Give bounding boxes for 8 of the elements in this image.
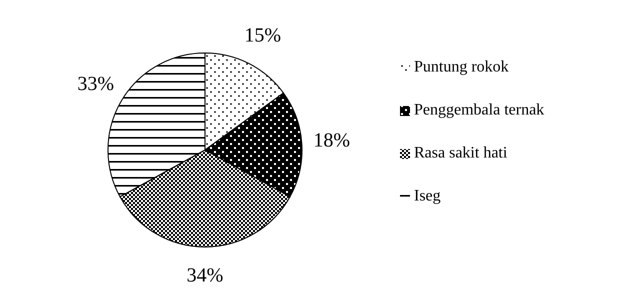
data-label: 33% — [77, 72, 114, 95]
data-label: 18% — [313, 130, 350, 152]
data-label: 34% — [186, 264, 224, 287]
legend-label: Puntung rokok — [414, 58, 509, 76]
data-label: 15% — [244, 24, 281, 46]
legend-label: Penggembala ternak — [414, 102, 544, 119]
legend-label: Iseg — [414, 188, 441, 205]
legend-label: Rasa sakit hati — [414, 144, 508, 162]
